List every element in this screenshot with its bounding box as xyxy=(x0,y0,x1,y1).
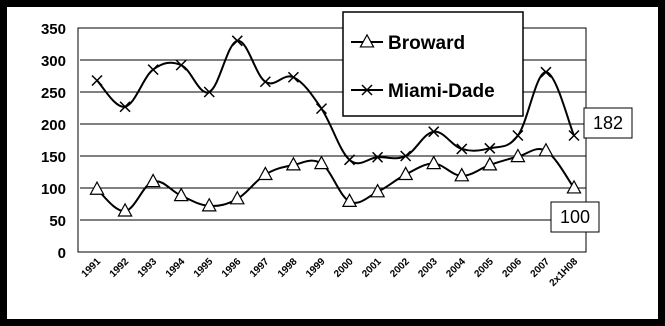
y-tick-label: 150 xyxy=(41,149,66,166)
data-point-broward xyxy=(454,167,470,182)
data-point-miami-dade xyxy=(568,129,580,142)
data-point-broward xyxy=(369,183,386,198)
legend-swatch-marker xyxy=(359,33,375,48)
data-point-miami-dade xyxy=(343,154,356,166)
data-point-miami-dade xyxy=(91,74,103,87)
data-point-miami-dade xyxy=(287,71,299,83)
data-point-miami-dade xyxy=(203,86,215,98)
legend-item-miami-dade: Miami-Dade xyxy=(351,81,495,102)
data-point-miami-dade xyxy=(372,151,384,163)
data-label: 100 xyxy=(550,201,600,233)
data-point-broward xyxy=(201,197,217,212)
y-tick-label: 350 xyxy=(41,21,66,38)
data-point-miami-dade xyxy=(315,103,328,115)
data-point-broward xyxy=(285,156,302,171)
data-point-miami-dade xyxy=(540,66,552,78)
y-tick-label: 50 xyxy=(49,213,66,230)
data-point-broward xyxy=(341,193,358,207)
data-point-miami-dade xyxy=(119,101,131,113)
data-point-broward xyxy=(145,173,161,188)
data-point-broward xyxy=(566,179,582,194)
data-label-box xyxy=(583,107,633,139)
data-point-broward xyxy=(313,155,330,170)
data-label-text: 100 xyxy=(560,207,590,227)
y-tick-label: 300 xyxy=(41,53,66,70)
data-point-broward xyxy=(510,148,526,163)
data-label: 182 xyxy=(583,107,633,139)
data-point-miami-dade xyxy=(259,76,271,88)
data-point-miami-dade xyxy=(456,143,468,155)
y-tick-label: 250 xyxy=(41,85,66,102)
y-axis-ticks: 0 50 100 150 200 250 300 350 xyxy=(41,21,66,262)
series-layer xyxy=(89,35,582,217)
legend-item-broward: Broward xyxy=(351,33,465,54)
legend-swatch-marker xyxy=(361,84,373,96)
y-tick-label: 200 xyxy=(41,117,66,134)
data-point-broward xyxy=(229,190,245,205)
data-point-miami-dade xyxy=(484,142,496,154)
data-point-miami-dade xyxy=(428,126,440,138)
data-point-broward xyxy=(117,202,133,217)
y-tick-label: 0 xyxy=(58,245,66,262)
legend-label-miami-dade: Miami-Dade xyxy=(388,81,495,102)
legend-box xyxy=(342,11,524,117)
data-point-broward xyxy=(538,142,554,157)
y-tick-label: 100 xyxy=(41,181,66,198)
data-point-miami-dade xyxy=(512,129,524,142)
data-point-broward xyxy=(426,155,442,170)
series-broward xyxy=(89,142,582,217)
data-point-broward xyxy=(89,180,105,195)
legend: Broward Miami-Dade xyxy=(342,11,524,117)
data-point-broward xyxy=(398,166,414,181)
series-miami-dade xyxy=(91,35,580,166)
data-point-miami-dade xyxy=(400,150,412,162)
data-point-miami-dade xyxy=(231,35,243,47)
legend-label-broward: Broward xyxy=(388,33,465,54)
data-point-miami-dade xyxy=(147,64,159,76)
data-point-broward xyxy=(257,166,273,181)
data-point-miami-dade xyxy=(175,59,187,71)
annotations: 182 100 xyxy=(550,107,633,233)
data-point-broward xyxy=(482,156,498,171)
data-label-text: 182 xyxy=(593,113,623,133)
data-point-broward xyxy=(173,187,189,202)
data-label-box xyxy=(550,201,600,233)
